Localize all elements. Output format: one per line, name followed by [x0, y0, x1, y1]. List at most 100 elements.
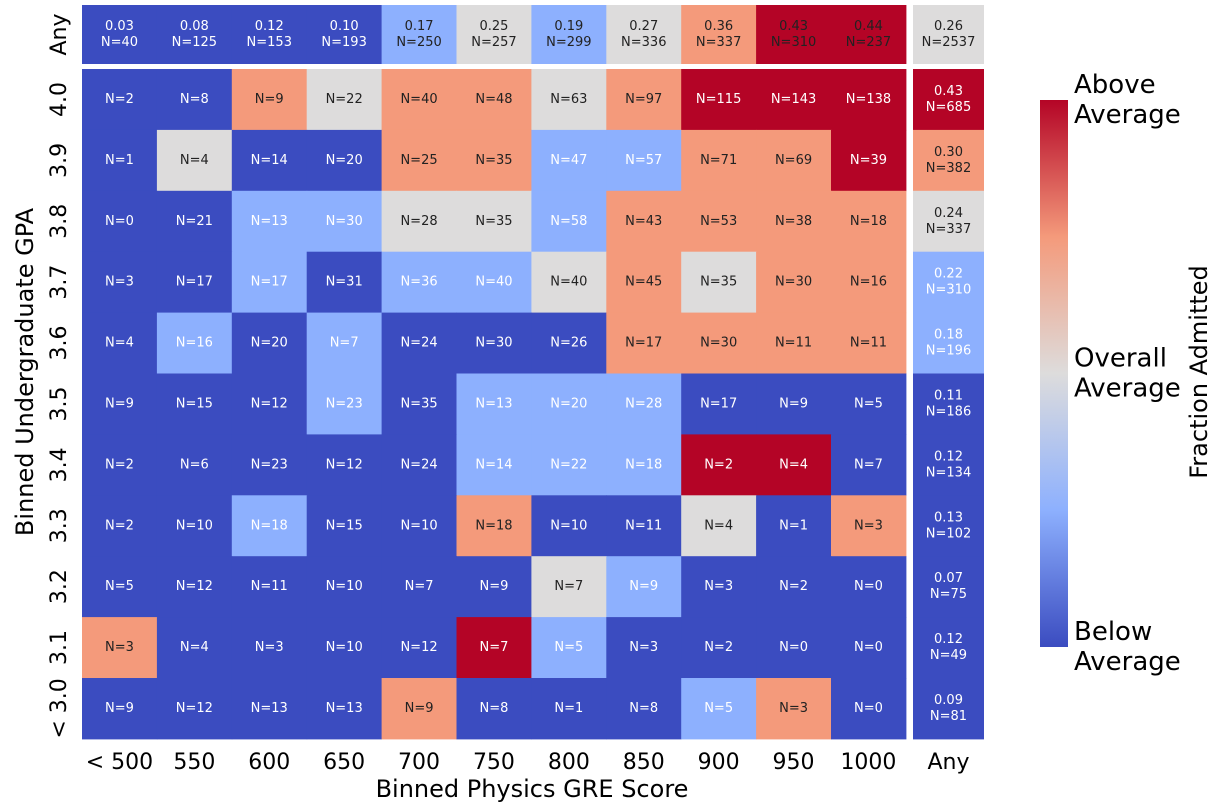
cell-label: N=17: [700, 396, 737, 411]
fraction-label: 0.36: [704, 19, 733, 34]
heatmap-cell: [381, 373, 457, 435]
heatmap-cell: [456, 251, 532, 314]
cell-label: N=8: [480, 701, 509, 716]
heatmap-cell: [231, 190, 308, 253]
cell-label: N=18: [251, 518, 288, 533]
heatmap-cell: [456, 434, 532, 496]
cell-label: N=4: [180, 153, 209, 168]
cell-label: N=0: [779, 640, 808, 655]
cell-label: N=15: [176, 396, 213, 411]
fraction-label: 0.13: [934, 510, 963, 525]
cell-label: N=10: [550, 518, 587, 533]
cell-label: N=2: [105, 457, 134, 472]
cell-label: N=35: [475, 214, 512, 229]
heatmap-cell: [306, 617, 383, 679]
fraction-label: 0.07: [934, 571, 963, 586]
heatmap-cell: [831, 495, 907, 557]
heatmap-cell: [381, 129, 457, 192]
fraction-label: 0.08: [180, 19, 209, 34]
cell-label: N=2: [105, 518, 134, 533]
heatmap-cell: [681, 495, 757, 557]
cell-label: N=25: [400, 153, 437, 168]
fraction-label: 0.10: [330, 19, 359, 34]
heatmap-cell: [456, 190, 532, 253]
fraction-label: 0.30: [934, 145, 963, 160]
y-axis-title: Binned Undergraduate GPA: [11, 207, 39, 536]
heatmap-cell: [306, 69, 383, 131]
heatmap-cell: [681, 434, 757, 496]
cell-label: N=24: [400, 457, 437, 472]
cell-label: N=138: [846, 92, 891, 107]
cell-label: N=39: [850, 153, 887, 168]
count-label: N=81: [930, 709, 967, 724]
cell-label: N=7: [330, 336, 359, 351]
count-label: N=49: [930, 648, 967, 663]
heatmap-cell: [681, 373, 757, 435]
heatmap-cell: [231, 373, 308, 435]
cell-label: N=20: [326, 153, 363, 168]
heatmap-cell: [381, 434, 457, 496]
cell-label: N=30: [700, 336, 737, 351]
count-label: N=102: [926, 526, 971, 541]
fraction-label: 0.25: [479, 19, 508, 34]
marginal-cell: [381, 5, 457, 64]
x-tick-label: 850: [623, 750, 665, 775]
count-label: N=40: [101, 35, 138, 50]
x-tick-label: 800: [548, 750, 590, 775]
cell-label: N=12: [176, 579, 213, 594]
cell-label: N=35: [475, 153, 512, 168]
cell-label: N=115: [696, 92, 741, 107]
cell-label: N=12: [400, 640, 437, 655]
y-tick-label: 3.4: [47, 447, 72, 482]
marginal-cell: [913, 312, 984, 374]
marginal-cell: [913, 69, 984, 131]
cell-label: N=22: [550, 457, 587, 472]
heatmap-cell: [156, 69, 233, 131]
cell-label: N=0: [105, 214, 134, 229]
cell-label: N=38: [775, 214, 812, 229]
heatmap-cell: [681, 69, 757, 131]
count-label: N=337: [926, 222, 971, 237]
y-tick-label: 3.8: [47, 204, 72, 239]
heatmap-cell: [156, 251, 233, 314]
count-label: N=134: [926, 465, 971, 480]
cell-label: N=10: [326, 640, 363, 655]
y-tick-label: 3.3: [47, 508, 72, 543]
heatmap-cell: [756, 556, 832, 618]
heatmap-cell: [531, 190, 607, 253]
cell-label: N=9: [255, 92, 284, 107]
cell-label: N=9: [405, 701, 434, 716]
heatmap-cell: [531, 129, 607, 192]
heatmap-cell: [831, 69, 907, 131]
heatmap-cell: [456, 129, 532, 192]
cell-label: N=40: [475, 275, 512, 290]
marginal-cell: [82, 5, 158, 64]
cell-label: N=4: [704, 518, 733, 533]
fraction-label: 0.27: [629, 19, 658, 34]
heatmap-cell: [82, 373, 158, 435]
cell-label: N=16: [176, 336, 213, 351]
cell-label: N=13: [251, 214, 288, 229]
heatmap-cell: [756, 617, 832, 679]
cell-label: N=21: [176, 214, 213, 229]
cell-label: N=5: [854, 396, 883, 411]
heatmap-cell: [456, 69, 532, 131]
x-tick-label: 900: [698, 750, 740, 775]
heatmap-cell: [306, 190, 383, 253]
heatmap-cell: [156, 373, 233, 435]
cell-label: N=16: [850, 275, 887, 290]
cell-label: N=5: [704, 701, 733, 716]
heatmap-cell: [606, 434, 682, 496]
cell-label: N=2: [105, 92, 134, 107]
heatmap-cell: [531, 69, 607, 131]
heatmap-cell: [306, 678, 383, 740]
cell-label: N=9: [629, 579, 658, 594]
heatmap-cell: [231, 495, 308, 557]
heatmap-cell: [231, 251, 308, 314]
heatmap-cell: [756, 251, 832, 314]
heatmap-cell: [82, 251, 158, 314]
cell-label: N=97: [625, 92, 662, 107]
marginal-cell: [156, 5, 233, 64]
heatmap-cell: [231, 617, 308, 679]
